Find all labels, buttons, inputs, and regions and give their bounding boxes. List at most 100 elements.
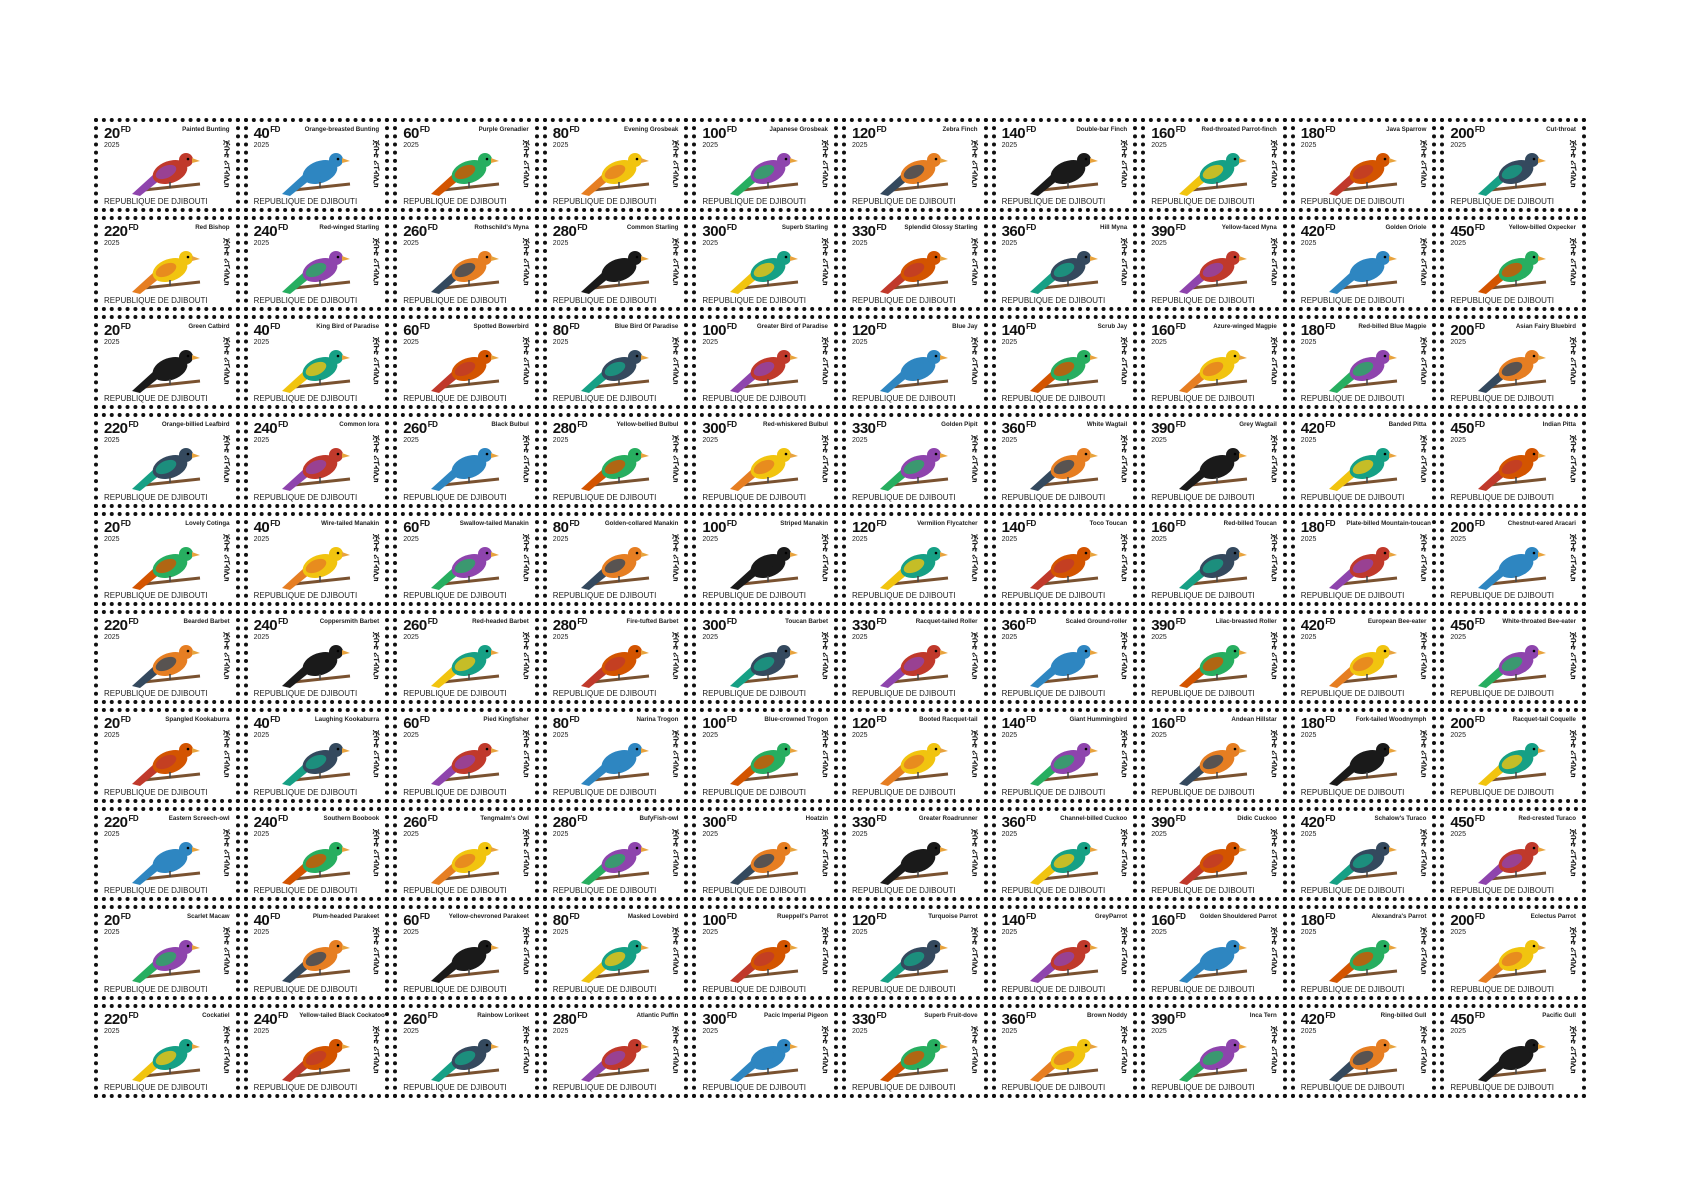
value-number: 220 xyxy=(104,617,128,634)
value-number: 100 xyxy=(702,715,726,733)
script-text: ጅቡቲ ሪፐብሊክ xyxy=(372,632,382,680)
value-number: 450 xyxy=(1450,420,1474,438)
value-number: 140 xyxy=(1001,321,1026,339)
currency: FD xyxy=(1325,912,1335,922)
script-text: ጅቡቲ ሪፐብሊክ xyxy=(372,336,382,385)
value-number: 280 xyxy=(552,1010,577,1028)
bird-name: Eastern Screech-owl xyxy=(168,814,230,822)
stamp: 220FD 2025 Eastern Screech-owl REPUBLIQUE D… xyxy=(94,806,240,902)
stamp-year: 2025 xyxy=(104,634,120,641)
script-text: ጅቡቲ ሪፐብሊክ xyxy=(1419,730,1429,778)
value-number: 200 xyxy=(1450,125,1474,142)
bird-name: Pacic Imperial Pigeon xyxy=(764,1011,828,1019)
bird-illustration xyxy=(1029,349,1098,393)
stamp: 260FD 2025 Tengmalm's Owl REPUBLIQUE DE DJI… xyxy=(393,806,539,902)
stamp-value: 220FD xyxy=(104,813,139,831)
value-number: 40 xyxy=(253,125,270,142)
bird-illustration xyxy=(880,251,949,295)
script-text: ጅቡቲ ሪፐብሊክ xyxy=(970,927,980,975)
stamp: 300FD 2025 Superb Starling REPUBLIQUE DE DJ… xyxy=(692,216,838,311)
bird-name: Red-crested Turaco xyxy=(1518,814,1576,822)
script-text: ጅቡቲ ሪፐብሊክ xyxy=(521,730,531,778)
country: REPUBLIQUE DE DJIBOUTI xyxy=(552,197,657,207)
stamp-year: 2025 xyxy=(702,634,718,641)
bird-name: Orange-billied Leafbird xyxy=(161,421,230,429)
bird-name: Splendid Glossy Starling xyxy=(904,224,978,232)
bird-illustration xyxy=(580,841,649,885)
stamp-year: 2025 xyxy=(852,142,868,149)
bird-illustration xyxy=(580,645,649,688)
bird-illustration xyxy=(1328,349,1397,393)
stamp-value: 40FD xyxy=(254,912,281,929)
stamp: 330FD 2025 Golden Pipit REPUBLIQUE DE DJIBO… xyxy=(842,413,988,508)
bird-name: Fire-tufted Barbet xyxy=(626,618,679,625)
country: REPUBLIQUE DE DJIBOUTI xyxy=(104,197,208,207)
value-number: 450 xyxy=(1450,223,1474,241)
country: REPUBLIQUE DE DJIBOUTI xyxy=(403,295,507,305)
country: REPUBLIQUE DE DJIBOUTI xyxy=(852,689,956,699)
stamp-value: 450FD xyxy=(1450,814,1485,831)
country: REPUBLIQUE DE DJIBOUTI xyxy=(1450,492,1554,502)
script-text: ጅቡቲ ሪፐብሊክ xyxy=(671,238,681,286)
currency: FD xyxy=(1175,223,1186,233)
bird-illustration xyxy=(1328,448,1397,492)
currency: FD xyxy=(1175,715,1186,725)
stamp-value: 220FD xyxy=(104,1011,139,1028)
country: REPUBLIQUE DE DJIBOUTI xyxy=(702,394,806,404)
bird-name: Fork-tailed Woodnymph xyxy=(1355,716,1427,724)
currency: FD xyxy=(1175,321,1186,331)
value-number: 330 xyxy=(852,1010,876,1028)
script-text: ጅቡቲ ሪፐብሊክ xyxy=(1120,730,1130,778)
stamp: 80FD 2025 Evening Grosbeak REPUBLIQUE DE DJ… xyxy=(542,118,689,213)
value-number: 220 xyxy=(104,813,128,831)
bird-illustration xyxy=(431,153,500,196)
stamp-year: 2025 xyxy=(552,535,569,543)
script-text: ጅቡቲ ሪፐብሊክ xyxy=(671,632,681,680)
stamp: 20FD 2025 Green Catbird REPUBLIQUE DE DJIBO… xyxy=(94,314,240,410)
bird-name: Toucan Barbet xyxy=(785,618,828,625)
bird-name: Giant Hummingbird xyxy=(1069,716,1128,724)
stamp: 330FD 2025 Superb Fruit-dove REPUBLIQUE DE … xyxy=(842,1003,988,1098)
stamp-year: 2025 xyxy=(1151,535,1167,543)
stamp: 80FD 2025 Masked Lovebird REPUBLIQUE DE DJI… xyxy=(542,905,689,1000)
script-text: ጅቡቲ ሪፐብሊክ xyxy=(222,533,232,582)
bird-name: Painted Bunting xyxy=(182,126,230,133)
bird-illustration xyxy=(281,1038,350,1082)
country: REPUBLIQUE DE DJIBOUTI xyxy=(1001,787,1106,797)
script-text: ጅቡቲ ሪፐብሊክ xyxy=(1120,336,1130,385)
script-text: ጅቡቲ ሪፐብሊክ xyxy=(1569,140,1578,188)
stamp-year: 2025 xyxy=(1001,830,1018,838)
country: REPUBLIQUE DE DJIBOUTI xyxy=(702,689,806,699)
bird-name: Red-headed Barbet xyxy=(472,618,529,625)
value-number: 420 xyxy=(1300,813,1325,831)
bird-illustration xyxy=(880,448,949,492)
stamp: 360FD 2025 Hill Myna REPUBLIQUE DE DJIBOUTI… xyxy=(991,216,1138,311)
bird-illustration xyxy=(1328,153,1397,196)
stamp: 40FD 2025 King Bird of Paradise REPUBLIQUE … xyxy=(243,314,390,410)
stamp: 120FD 2025 Booted Racquet-tail REPUBLIQUE D… xyxy=(842,708,988,803)
bird-name: Hoatzin xyxy=(805,814,828,822)
bird-name: Java Sparrow xyxy=(1386,126,1427,133)
country: REPUBLIQUE DE DJIBOUTI xyxy=(852,1083,956,1092)
script-text: ጅቡቲ ሪፐብሊክ xyxy=(970,1025,980,1074)
country: REPUBLIQUE DE DJIBOUTI xyxy=(1001,591,1106,600)
script-text: ጅቡቲ ሪፐብሊክ xyxy=(970,828,980,877)
bird-illustration xyxy=(1328,1038,1397,1082)
currency: FD xyxy=(120,912,131,922)
stamp-year: 2025 xyxy=(1300,929,1317,937)
stamp: 330FD 2025 Greater Roadrunner REPUBLIQUE DE… xyxy=(842,806,988,902)
bird-name: King Bird of Paradise xyxy=(316,322,380,330)
value-number: 420 xyxy=(1300,617,1325,634)
bird-name: Purple Grenadier xyxy=(478,126,529,133)
stamp: 60FD 2025 Pied Kingfisher REPUBLIQUE DE DJI… xyxy=(393,708,539,803)
currency: FD xyxy=(726,125,737,134)
bird-name: Yellow-chevroned Parakeet xyxy=(448,913,529,921)
stamp: 360FD 2025 Channel-billed Cuckoo REPUBLIQUE… xyxy=(991,806,1138,902)
stamp-value: 240FD xyxy=(254,1011,289,1028)
value-number: 260 xyxy=(403,1010,427,1028)
stamp-year: 2025 xyxy=(702,437,718,445)
stamp-value: 330FD xyxy=(852,814,887,831)
currency: FD xyxy=(1474,617,1485,626)
currency: FD xyxy=(1325,1010,1335,1020)
stamp-value: 240FD xyxy=(254,223,289,240)
